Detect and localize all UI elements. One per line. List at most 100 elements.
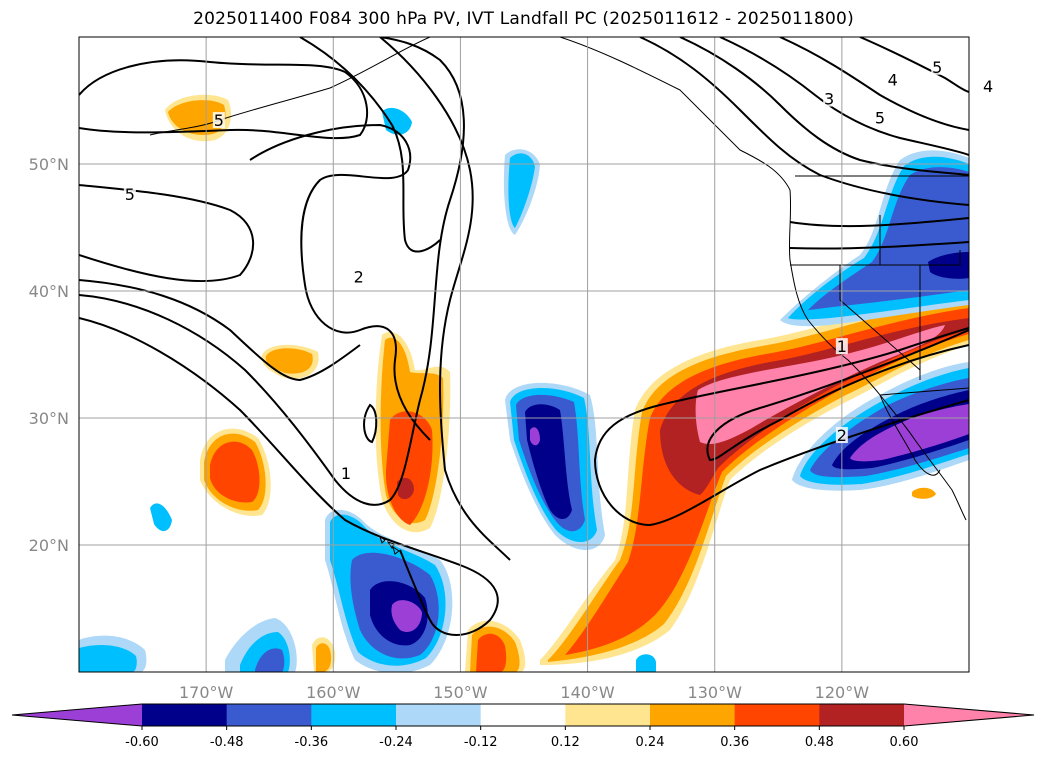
- mexico-border: [879, 387, 969, 396]
- colorbar-tick-label: 0.48: [805, 735, 834, 750]
- colorbar-bin: [734, 704, 820, 726]
- negative-anomaly-southwest-inner: [255, 648, 285, 672]
- colorbar-bin: [480, 704, 566, 726]
- contour-label: 1: [341, 464, 351, 483]
- contour-label-background: [123, 185, 136, 202]
- map-frame: [78, 36, 970, 673]
- contour-label-background: [823, 90, 836, 107]
- negative-anomaly-corner-core: [79, 644, 137, 672]
- pv-contours: [79, 37, 969, 636]
- contour-label-background: [886, 71, 899, 88]
- colorbar-bin: [819, 704, 905, 726]
- contour-label-background: [212, 112, 225, 129]
- lat-tick-label: 30°N: [29, 409, 69, 428]
- contour-label: 3: [824, 90, 834, 109]
- colorbar-tick-label: 0.36: [720, 735, 749, 750]
- hawaii-3: [392, 545, 400, 555]
- colorbar-over-arrow: [904, 704, 1034, 726]
- negative-anomaly-south-peak: [391, 600, 422, 632]
- state-border-2: [839, 265, 921, 371]
- pv-contour-2-west: [79, 279, 361, 382]
- negative-anomaly-streak-core: [508, 153, 535, 228]
- contour-label: 4: [983, 77, 993, 96]
- contour-label: 5: [125, 185, 135, 204]
- pv-contour-5-upper: [79, 59, 368, 140]
- colorbar-tick-label: -0.36: [295, 735, 329, 750]
- pv-contour-1-east: [706, 329, 969, 462]
- contour-label: 2: [354, 267, 364, 286]
- pv-contour-2-upper: [249, 123, 431, 441]
- pv-contour-1-main: [79, 37, 465, 506]
- lon-tick-label: 160°W: [306, 683, 361, 702]
- negative-anomaly-bottom: [636, 654, 656, 672]
- colorbar-tick-label: -0.24: [379, 735, 413, 750]
- lon-tick-label: 140°W: [560, 683, 615, 702]
- contour-label: 5: [214, 111, 224, 130]
- contour-label-background: [340, 465, 352, 482]
- lon-tick-label: 150°W: [433, 683, 488, 702]
- colorbar-tick-label: 0.60: [890, 735, 919, 750]
- contour-label-background: [835, 338, 848, 355]
- positive-anomaly-column-core: [385, 411, 433, 525]
- colorbar-bin: [565, 704, 651, 726]
- pv-contour-1-lower: [79, 317, 499, 636]
- contour-label-background: [982, 77, 995, 94]
- colorbar-under-arrow: [12, 704, 142, 726]
- pv-contour-north-4: [779, 37, 969, 131]
- positive-anomaly-west-core: [210, 441, 260, 503]
- contour-label: 5: [932, 58, 942, 77]
- contour-label: 1: [837, 337, 847, 356]
- colorbar-tick-label: 0.24: [636, 735, 665, 750]
- positive-anomaly-small-core: [265, 348, 313, 374]
- contour-label-background: [835, 427, 848, 444]
- positive-anomaly-tiny-core: [316, 643, 332, 672]
- state-border-3: [880, 250, 961, 266]
- colorbar-bin: [226, 704, 312, 726]
- colorbar-tick-label: -0.12: [464, 735, 498, 750]
- longitude-labels: 170°W 160°W 150°W 140°W 130°W 120°W: [179, 683, 869, 702]
- pv-contour-east-low: [789, 217, 969, 228]
- colorbar-tick-label: -0.60: [125, 735, 159, 750]
- colorbar-bin: [396, 704, 482, 726]
- contour-label: 2: [837, 426, 847, 445]
- negative-band-north-inner: [808, 167, 969, 310]
- colorbar-tick-label: -0.48: [210, 735, 244, 750]
- lat-tick-label: 20°N: [29, 536, 69, 555]
- colorbar-bin: [142, 704, 228, 726]
- pv-contour-labels: 5 5 2 1 1 2 3 4 5 5 4: [123, 58, 995, 483]
- coastlines: [149, 37, 969, 555]
- contour-label-background: [352, 268, 365, 285]
- contour-label-background: [931, 58, 944, 75]
- pv-contour-3-north: [379, 37, 511, 561]
- shaded-fields: [79, 94, 969, 672]
- contour-label: 5: [875, 109, 885, 128]
- baja-coast: [879, 394, 941, 476]
- north-america-coast: [788, 189, 967, 521]
- positive-anomaly-bottom-core: [476, 633, 507, 672]
- pv-contour-2-east: [593, 327, 969, 527]
- pv-contour-north-2: [679, 37, 969, 176]
- colorbar-tick-label: 0.12: [551, 735, 580, 750]
- latitude-labels: 50°N 40°N 30°N 20°N: [29, 155, 69, 555]
- positive-anomaly-column-peak: [397, 477, 414, 500]
- colorbar-bin: [650, 704, 736, 726]
- contour-label: 4: [888, 70, 898, 89]
- map-title: 2025011400 F084 300 hPa PV, IVT Landfall…: [193, 9, 854, 29]
- lat-tick-label: 40°N: [29, 282, 69, 301]
- pv-contour-north-3: [719, 37, 969, 156]
- lon-tick-label: 130°W: [688, 683, 743, 702]
- pv-contour-north-5: [859, 37, 969, 93]
- negative-anomaly-tiny: [150, 503, 172, 532]
- gridlines: [79, 37, 969, 672]
- atmospheric-river-band-inner: [565, 308, 969, 655]
- positive-anomaly-alaska-core: [168, 100, 226, 136]
- colorbar: -0.60 -0.48 -0.36 -0.24 -0.12 0.12 0.24 0.36 0.4…: [11, 703, 1035, 750]
- pv-contour-east-low-2: [789, 241, 969, 250]
- lon-tick-label: 120°W: [815, 683, 870, 702]
- lon-tick-label: 170°W: [179, 683, 234, 702]
- pv-contour-3-loop: [363, 403, 378, 444]
- colorbar-bin: [311, 704, 397, 726]
- negative-anomaly-central-peak: [530, 427, 540, 446]
